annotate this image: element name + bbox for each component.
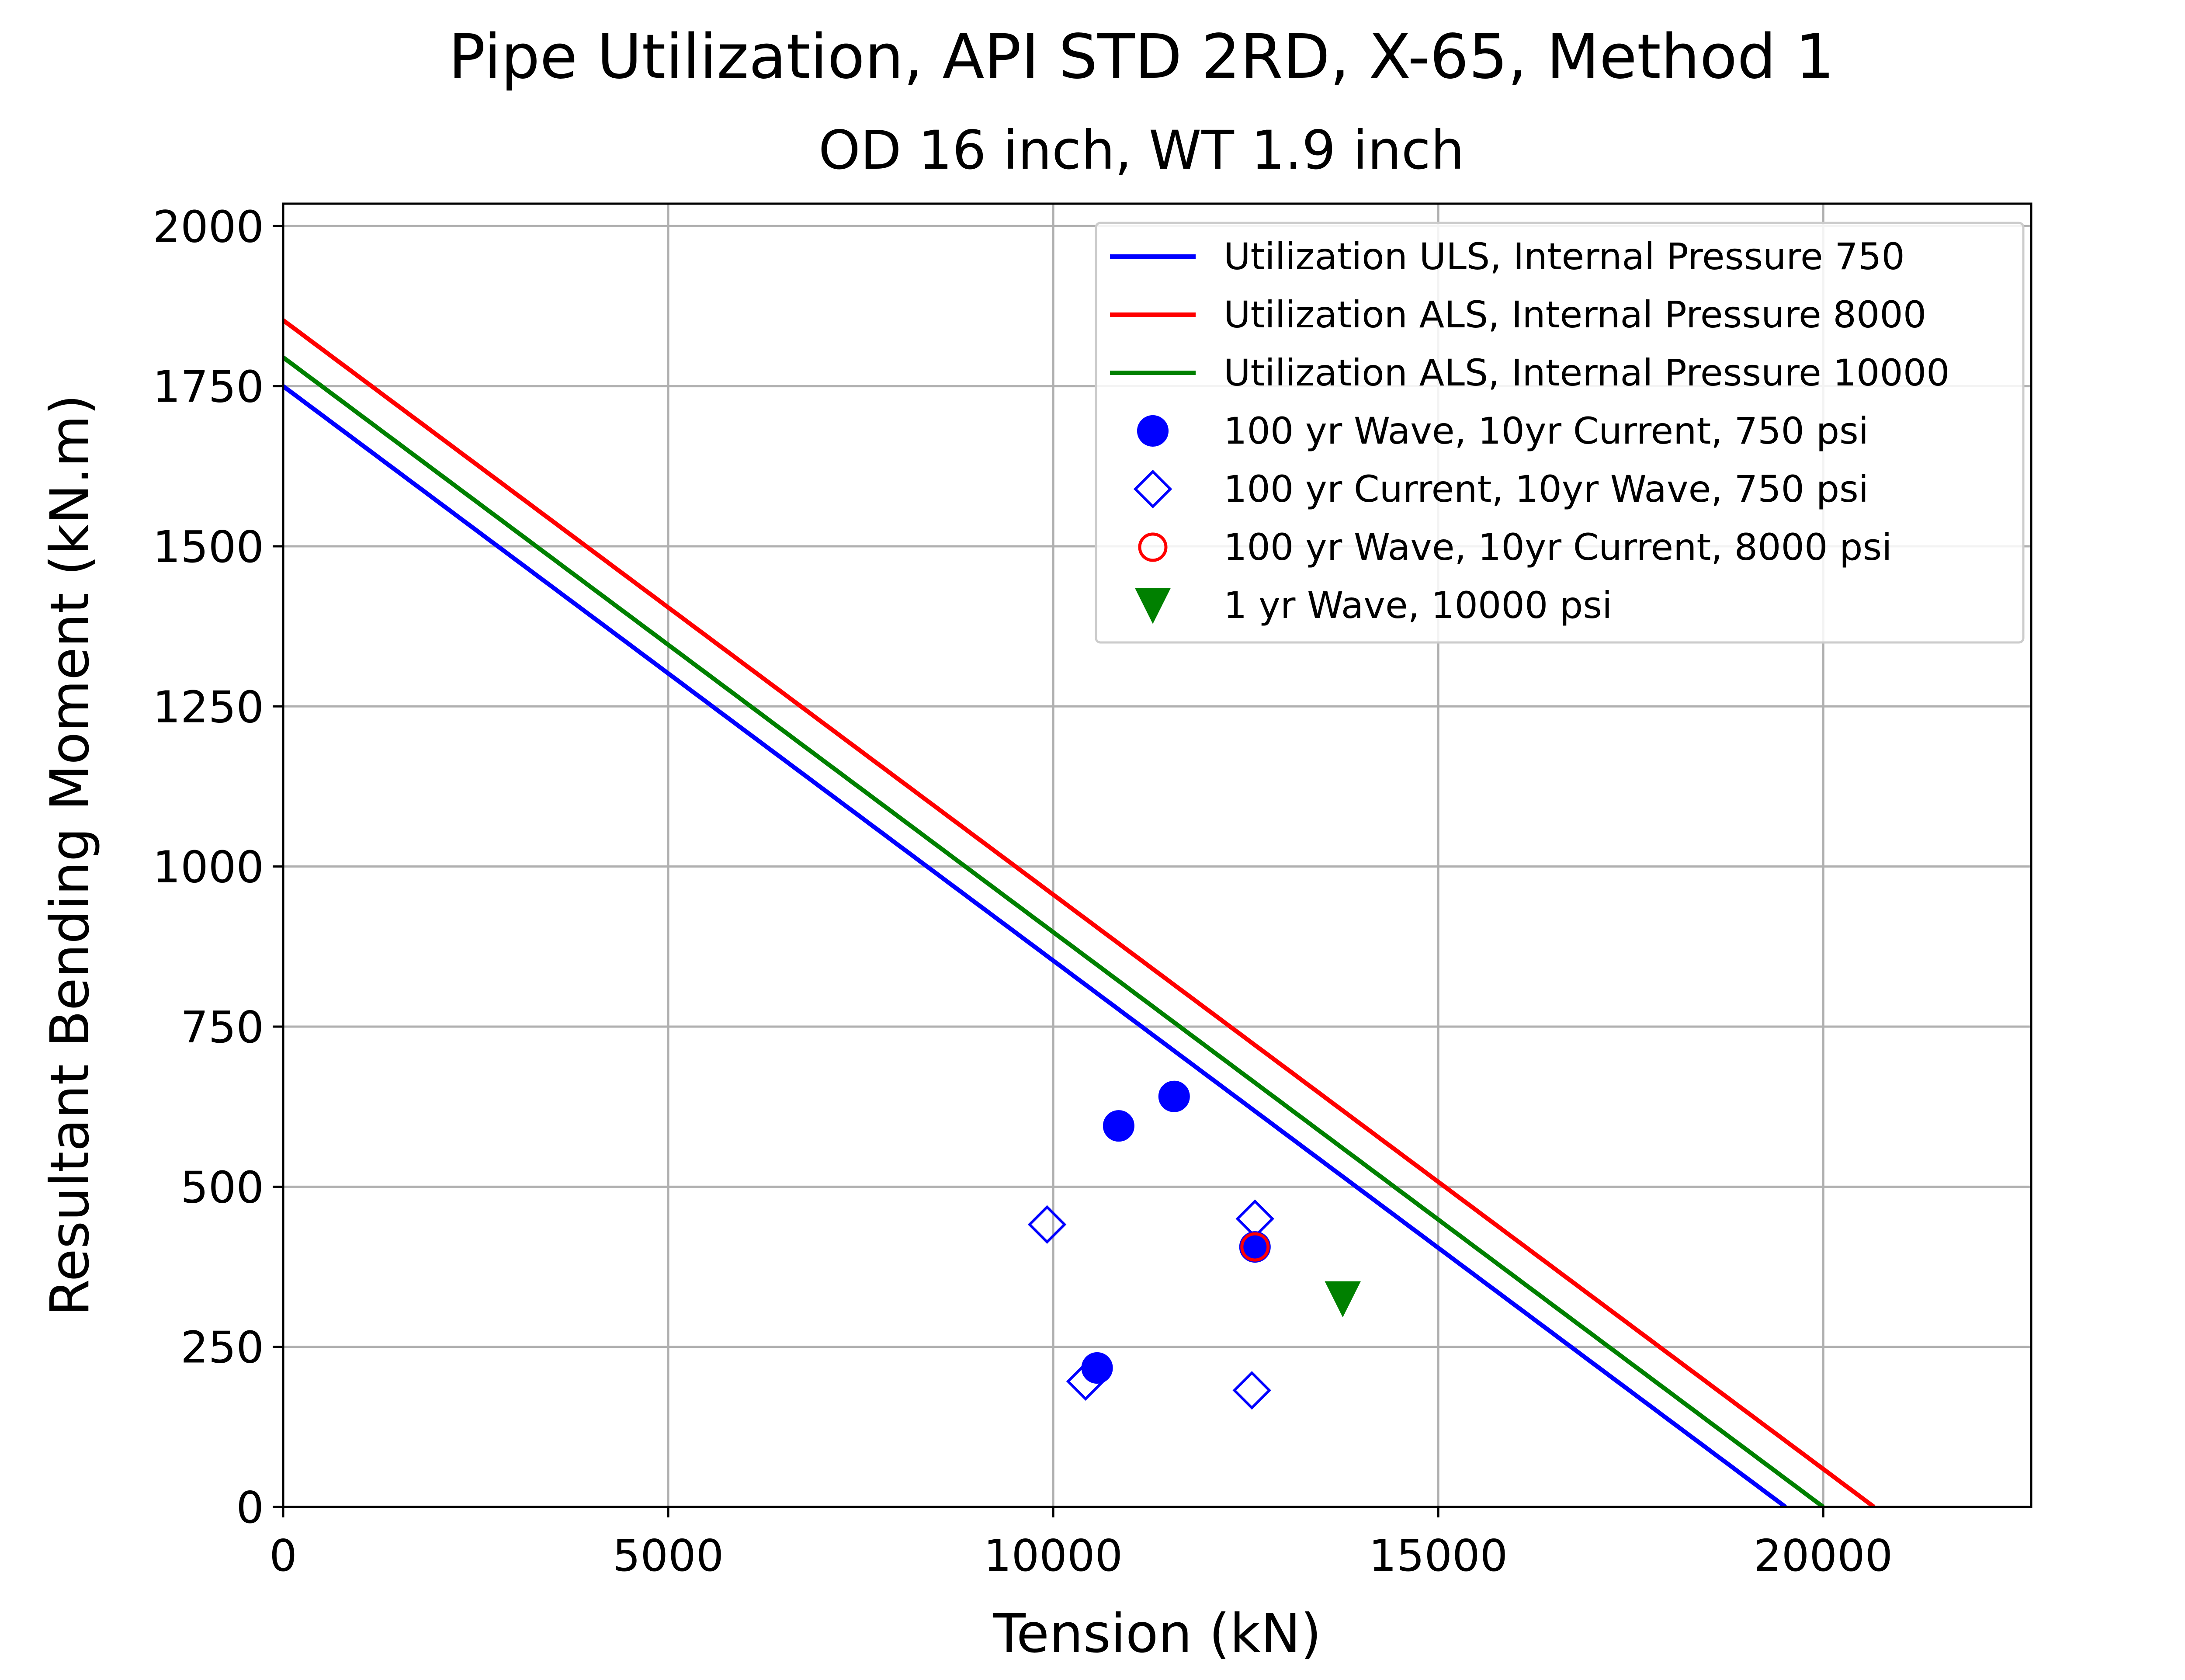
plot-frame	[282, 202, 2032, 1508]
chart-title: Pipe Utilization, API STD 2RD, X-65, Met…	[448, 21, 1834, 93]
x-tick-label: 0	[269, 1530, 297, 1581]
y-tick-label: 0	[236, 1482, 264, 1533]
scatter-point	[1240, 1232, 1270, 1262]
x-tick-label: 5000	[613, 1530, 724, 1581]
x-axis-label: Tension (kN)	[992, 1603, 1321, 1665]
legend-label: 100 yr Wave, 10yr Current, 750 psi	[1224, 410, 1869, 452]
scatter-point	[1235, 1199, 1275, 1238]
y-tick-label: 1500	[153, 521, 264, 573]
legend-marker-swatch	[1134, 588, 1171, 624]
y-tick-label: 250	[180, 1322, 264, 1373]
y-axis-label: Resultant Bending Moment (kN.m)	[39, 394, 101, 1316]
axis-ticks: 0 5000 10000 15000 20000 0 250 500 750 1000 1250 15…	[153, 201, 1893, 1581]
series-line	[283, 355, 1825, 1507]
y-tick-label: 750	[180, 1002, 264, 1053]
series-line	[283, 384, 1787, 1507]
chart-subtitle: OD 16 inch, WT 1.9 inch	[819, 119, 1464, 181]
scatter-point	[1081, 1352, 1113, 1384]
scatter-point	[1066, 1362, 1105, 1401]
x-tick-label: 15000	[1369, 1530, 1508, 1581]
legend-marker-swatch	[1133, 469, 1172, 509]
y-tick-label: 1750	[153, 361, 264, 413]
legend-box	[1095, 222, 2025, 644]
x-tick-label: 10000	[984, 1530, 1123, 1581]
legend-label: 100 yr Wave, 10yr Current, 8000 psi	[1224, 526, 1892, 569]
scatter-point	[1027, 1205, 1067, 1244]
legend: Utilization ULS, Internal Pressure 750 Ut…	[1095, 222, 2025, 644]
scatter-point	[1103, 1110, 1134, 1142]
y-tick-label: 500	[180, 1162, 264, 1213]
legend-label: Utilization ULS, Internal Pressure 750	[1224, 235, 1905, 278]
x-tick-label: 20000	[1754, 1530, 1893, 1581]
legend-label: Utilization ALS, Internal Pressure 8000	[1224, 293, 1926, 336]
legend-label: 1 yr Wave, 10000 psi	[1224, 584, 1612, 627]
legend-marker-swatch	[1137, 415, 1169, 447]
plot-series	[283, 318, 1876, 1507]
legend-marker-swatch	[1138, 532, 1168, 562]
scatter-point	[1239, 1231, 1271, 1263]
y-tick-label: 1250	[153, 681, 264, 732]
legend-label: 100 yr Current, 10yr Wave, 750 psi	[1224, 468, 1869, 510]
series-line	[283, 318, 1876, 1507]
scatter-point	[1158, 1080, 1190, 1112]
legend-label: Utilization ALS, Internal Pressure 10000	[1224, 351, 1950, 394]
scatter-point	[1232, 1371, 1271, 1410]
scatter-point	[1325, 1281, 1361, 1318]
y-tick-label: 2000	[153, 201, 264, 252]
y-tick-label: 1000	[153, 842, 264, 893]
